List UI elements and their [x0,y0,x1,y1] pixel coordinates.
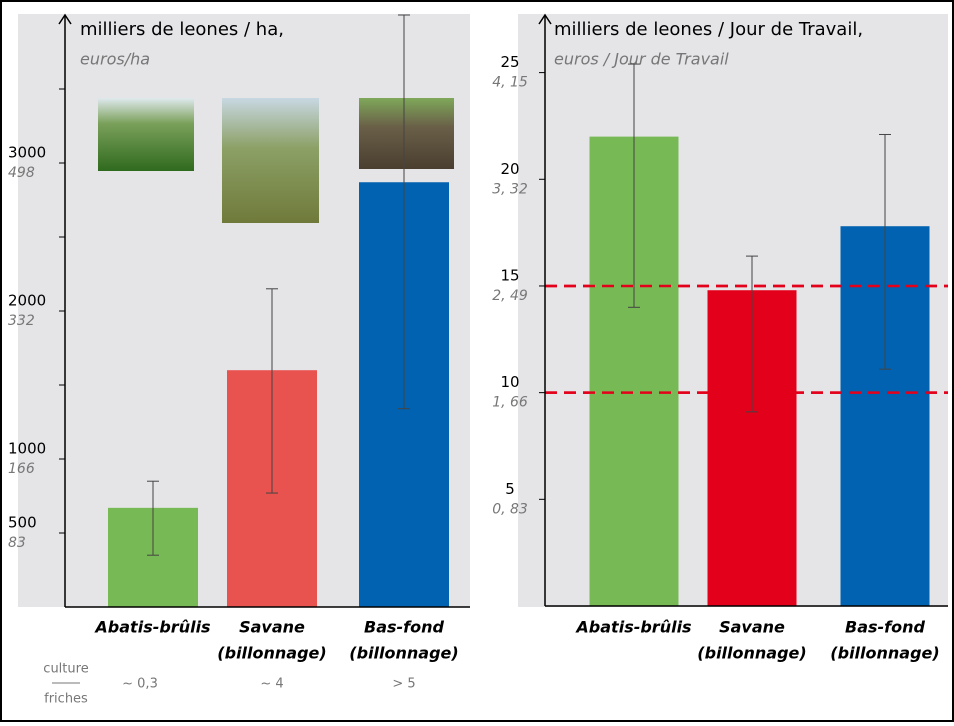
footer-value: ~ 4 [260,677,283,692]
y-tick-label-secondary: 332 [8,313,35,329]
y-tick-label-secondary: 498 [8,165,35,181]
x-tick-label: (billonnage) [349,644,458,663]
chart-subtitle: euros / Jour de Travail [554,50,729,69]
chart-subtitle: euros/ha [80,50,150,69]
x-tick-label: (billonnage) [217,644,326,663]
x-tick-label: (billonnage) [830,644,939,663]
y-tick-label-secondary: 3, 32 [492,181,528,197]
y-tick-label-secondary: 1, 66 [492,395,528,411]
y-tick-label: 25 [500,53,519,71]
y-tick-label-secondary: 4, 15 [492,75,528,91]
y-tick-label: 500 [8,514,37,532]
y-tick-label: 10 [500,373,519,391]
y-tick-label-secondary: 0, 83 [492,501,528,517]
photo [98,98,194,171]
x-tick-label: Abatis-brûlis [574,618,691,637]
photo [359,98,454,169]
axis-arrow [538,13,552,25]
x-tick-label: Abatis-brûlis [93,618,210,637]
y-tick-label: 1000 [8,440,46,458]
footer-numerator: culture [43,662,88,677]
x-tick-label: Savane [239,618,305,637]
chart-title: milliers de leones / ha, [80,19,284,40]
photo [222,98,319,223]
footer-denominator: friches [44,692,88,707]
y-tick-label: 5 [505,480,515,498]
chart-title: milliers de leones / Jour de Travail, [554,19,863,40]
y-tick-label: 2000 [8,292,46,310]
y-tick-label-secondary: 2, 49 [492,288,528,304]
footer-value: ~ 0,3 [122,677,158,692]
axis-arrow [58,13,72,25]
x-tick-label: Savane [719,618,785,637]
x-tick-label: (billonnage) [697,644,806,663]
x-tick-label: Bas-fond [845,618,926,637]
y-tick-label-secondary: 166 [8,461,35,477]
y-tick-label: 3000 [8,144,46,162]
x-tick-label: Bas-fond [364,618,445,637]
y-tick-label-secondary: 83 [8,535,26,551]
y-tick-label: 15 [500,266,519,284]
y-tick-label: 20 [500,160,519,178]
footer-value: > 5 [392,677,415,692]
